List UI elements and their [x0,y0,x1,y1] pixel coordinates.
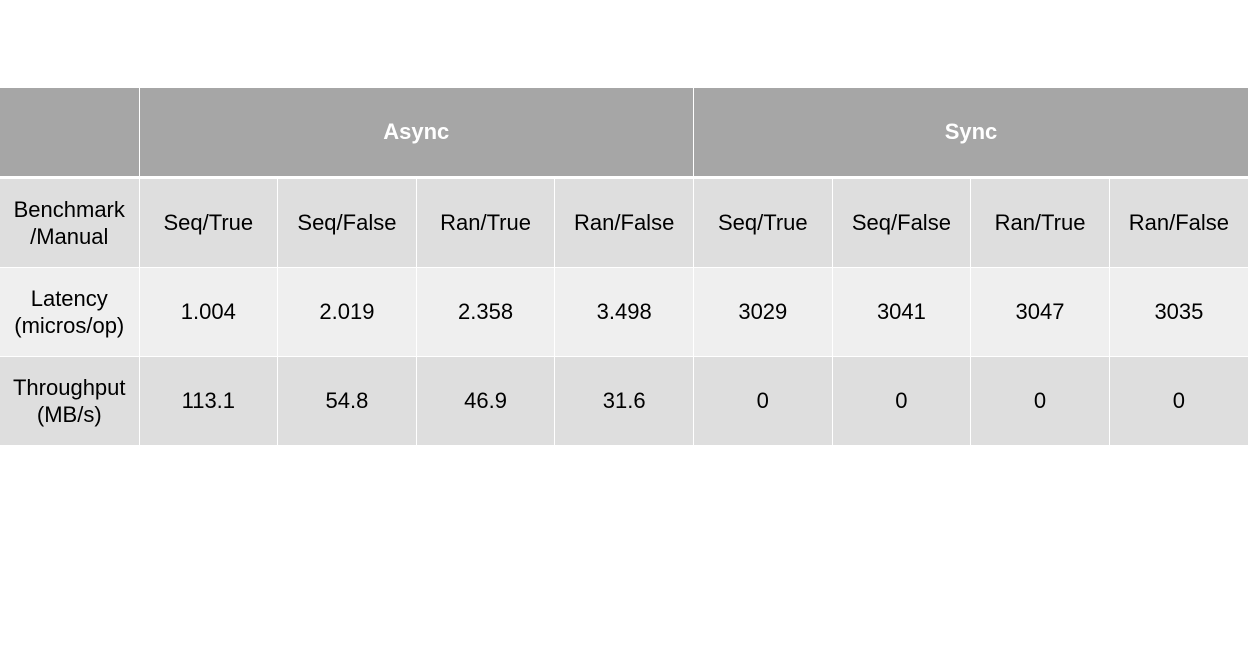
row-label-line2: (MB/s) [36,402,102,427]
column-header: Ran/True [415,177,555,268]
group-header-row: Async Sync [0,88,1248,178]
column-header: Seq/True [138,177,278,268]
group-header-sync: Sync [693,88,1248,178]
table-cell: 3035 [1108,267,1248,357]
row-label-line2: (micros/op) [14,313,125,338]
column-header: Ran/False [554,177,694,268]
column-header: Seq/False [277,177,417,268]
table-cell: 113.1 [138,356,278,445]
table-cell: 2.358 [415,267,555,357]
table-cell: 31.6 [554,356,694,445]
table-cell: 2.019 [277,267,417,357]
table-cell: 0 [970,356,1110,445]
benchmark-table: Async Sync Benchmark /Manual Seq/True Se… [0,88,1248,445]
table-cell: 0 [693,356,833,445]
table-cell: 0 [1108,356,1248,445]
table-cell: 3041 [831,267,971,357]
table-cell: 3.498 [554,267,694,357]
table-cell: 3029 [693,267,833,357]
row-label-line2: /Manual [30,224,109,249]
column-header: Ran/True [970,177,1110,268]
table-row-latency: Latency (micros/op) 1.004 2.019 2.358 3.… [0,267,1248,357]
table-cell: 3047 [970,267,1110,357]
row-label-line1: Throughput [12,375,126,400]
column-header: Seq/False [831,177,971,268]
table-cell: 46.9 [415,356,555,445]
row-label-throughput: Throughput (MB/s) [0,356,140,445]
row-label-line1: Latency [30,286,108,311]
group-header-async: Async [138,88,694,178]
table-row-throughput: Throughput (MB/s) 113.1 54.8 46.9 31.6 0… [0,356,1248,445]
table-cell: 0 [831,356,971,445]
table-cell: 54.8 [277,356,417,445]
column-header: Seq/True [693,177,833,268]
corner-cell [0,88,140,178]
column-header: Ran/False [1108,177,1248,268]
row-label-benchmark: Benchmark /Manual [0,177,140,268]
table-cell: 1.004 [138,267,278,357]
subheader-row: Benchmark /Manual Seq/True Seq/False Ran… [0,177,1248,268]
row-label-latency: Latency (micros/op) [0,267,140,357]
row-label-line1: Benchmark [13,197,125,222]
